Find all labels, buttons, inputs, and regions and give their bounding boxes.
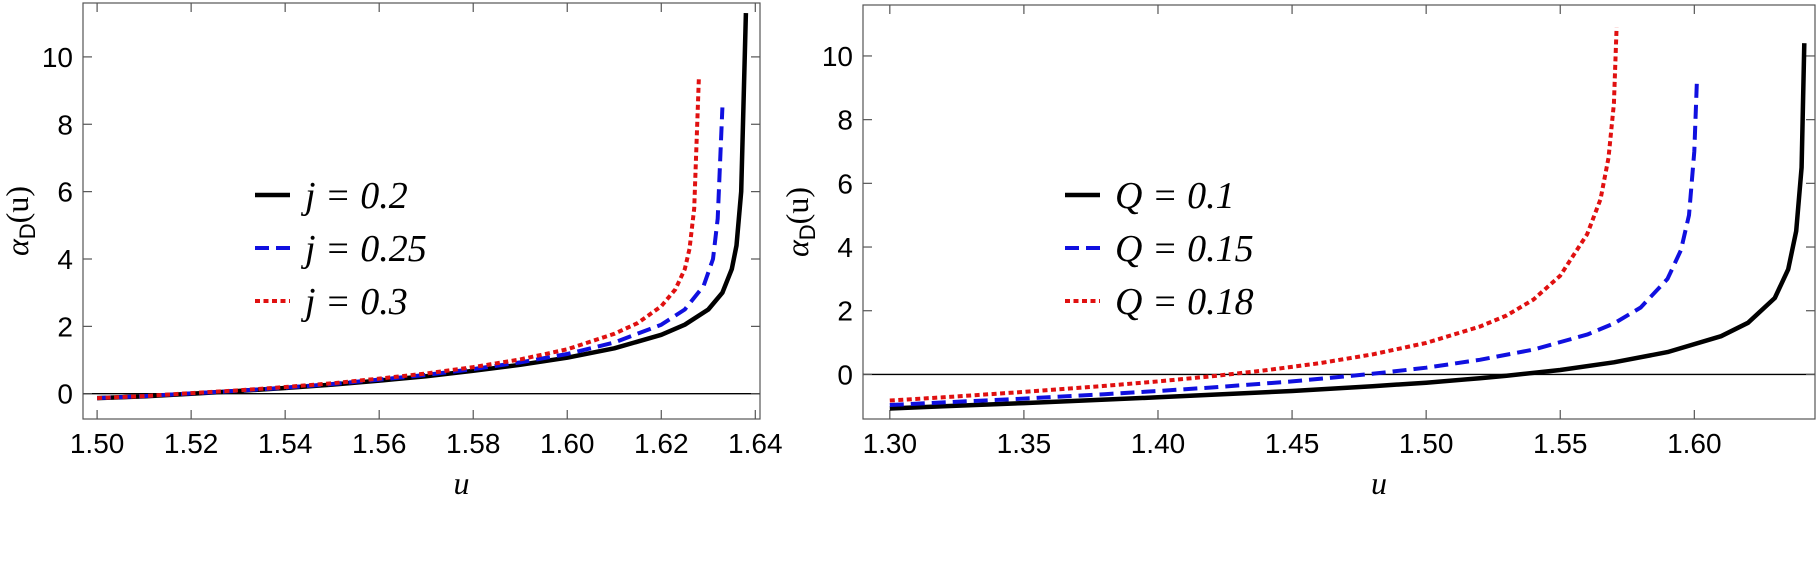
- y-tick-label: 0: [837, 359, 853, 390]
- x-tick-label: 1.62: [634, 428, 689, 459]
- x-tick-label: 1.60: [540, 428, 595, 459]
- legend: j = 0.2 j = 0.25 j = 0.3: [255, 175, 427, 323]
- y-tick-label: 6: [837, 168, 853, 199]
- series-line-q-0-18: [889, 27, 1619, 403]
- y-axis-title: αD(u): [0, 186, 40, 256]
- x-axis-title: u: [454, 465, 470, 501]
- x-axis-title: u: [1371, 465, 1387, 501]
- y-tick-label: 4: [837, 232, 853, 263]
- y-tick-label: 4: [57, 244, 73, 275]
- legend-label-j-0-3: j = 0.3: [300, 281, 408, 323]
- legend: Q = 0.1 Q = 0.15 Q = 0.18: [1065, 175, 1254, 323]
- x-tick-label: 1.40: [1131, 428, 1186, 459]
- x-tick-label: 1.64: [728, 428, 783, 459]
- x-tick-label: 1.50: [70, 428, 125, 459]
- x-tick-label: 1.55: [1533, 428, 1588, 459]
- legend-label-q-0-18: Q = 0.18: [1115, 281, 1254, 323]
- legend-label-q-0-1: Q = 0.1: [1115, 175, 1235, 217]
- legend-label-q-0-15: Q = 0.15: [1115, 228, 1254, 270]
- y-tick-label: 6: [57, 177, 73, 208]
- y-axis-title: αD(u): [779, 187, 820, 257]
- legend-label-j-0-25: j = 0.25: [300, 228, 427, 270]
- series-line-q-0-1: [889, 43, 1807, 411]
- series-line-j-0-3: [97, 77, 701, 401]
- x-tick-label: 1.52: [164, 428, 219, 459]
- y-tick-label: 2: [837, 296, 853, 327]
- x-tick-label: 1.45: [1265, 428, 1320, 459]
- x-tick-label: 1.60: [1667, 428, 1722, 459]
- x-tick-label: 1.54: [258, 428, 313, 459]
- x-tick-label: 1.30: [863, 428, 918, 459]
- y-tick-label: 8: [57, 109, 73, 140]
- y-tick-label: 10: [42, 42, 73, 73]
- y-tick-label: 0: [57, 379, 73, 410]
- y-tick-label: 10: [822, 41, 853, 72]
- plot-frame: [82, 2, 761, 420]
- x-tick-label: 1.58: [446, 428, 501, 459]
- x-tick-label: 1.50: [1399, 428, 1454, 459]
- x-tick-label: 1.35: [997, 428, 1052, 459]
- x-tick-label: 1.56: [352, 428, 407, 459]
- legend-label-j-0-2: j = 0.2: [300, 175, 408, 217]
- series-line-j-0-25: [97, 107, 725, 401]
- y-tick-label: 2: [57, 311, 73, 342]
- series-line-q-0-15: [889, 78, 1699, 407]
- plot-frame: [862, 4, 1816, 420]
- right-chart-panel: 1.30 1.35 1.40 1.45 1.50 1.55 1.60 0 2 4 6 8 10 u αD(u…: [779, 4, 1816, 501]
- series-line-j-0-2: [97, 13, 749, 401]
- y-tick-label: 8: [837, 105, 853, 136]
- left-chart-panel: 1.50 1.52 1.54 1.56 1.58 1.60 1.62 1.64 0 2 4 6 8 10 u…: [0, 2, 783, 501]
